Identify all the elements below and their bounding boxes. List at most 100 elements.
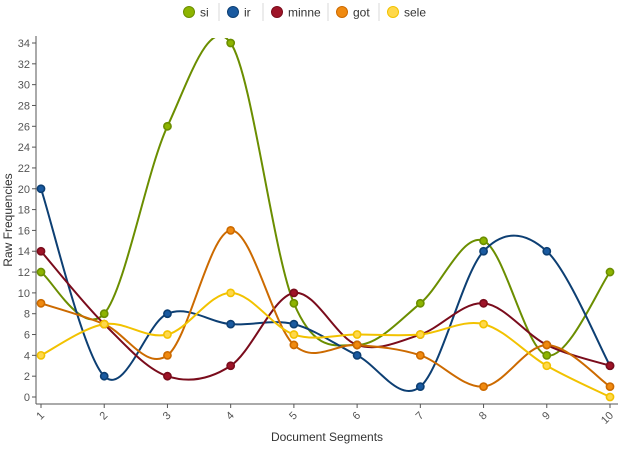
y-tick-label: 28 xyxy=(18,100,30,112)
data-point-minne[interactable] xyxy=(163,371,172,381)
legend: si ir minne got sele xyxy=(183,3,427,21)
data-point-si[interactable] xyxy=(99,309,109,319)
data-point-got[interactable] xyxy=(415,350,425,360)
series-line-minne xyxy=(40,250,611,381)
x-tick-label: 10 xyxy=(599,410,616,427)
data-point-si[interactable] xyxy=(163,121,172,131)
data-point-ir[interactable] xyxy=(226,319,236,329)
marker-layer xyxy=(36,38,615,402)
y-tick-label: 0 xyxy=(24,392,30,404)
data-point-si[interactable] xyxy=(542,350,552,360)
x-axis-label: Document Segments xyxy=(271,430,383,444)
data-point-ir[interactable] xyxy=(36,184,46,194)
data-point-sele[interactable] xyxy=(352,330,362,339)
data-point-ir[interactable] xyxy=(415,382,425,391)
legend-item-ir[interactable]: ir xyxy=(227,6,251,20)
data-point-ir[interactable] xyxy=(542,246,552,256)
legend-swatch xyxy=(387,6,399,18)
legend-swatch xyxy=(336,6,348,18)
series-line-si xyxy=(40,38,611,357)
y-tick-label: 22 xyxy=(18,163,30,175)
data-point-got[interactable] xyxy=(479,382,488,391)
x-tick-label: 7 xyxy=(414,410,427,423)
legend-swatch xyxy=(227,6,239,18)
data-point-got[interactable] xyxy=(289,340,299,350)
data-point-si[interactable] xyxy=(226,38,236,48)
legend-swatch xyxy=(271,6,283,18)
x-tick-label: 6 xyxy=(350,410,363,423)
y-tick-label: 10 xyxy=(18,288,30,300)
legend-item-sele[interactable]: sele xyxy=(387,6,427,20)
data-point-got[interactable] xyxy=(605,382,615,391)
data-point-minne[interactable] xyxy=(289,288,299,298)
y-tick-label: 6 xyxy=(24,330,30,342)
data-point-si[interactable] xyxy=(289,298,299,308)
data-point-sele[interactable] xyxy=(542,361,552,371)
data-point-sele[interactable] xyxy=(163,330,172,339)
legend-label: si xyxy=(200,6,209,20)
data-point-minne[interactable] xyxy=(605,361,615,371)
x-tick-label: 5 xyxy=(287,410,300,423)
legend-item-si[interactable]: si xyxy=(183,6,209,20)
legend-label: got xyxy=(353,6,370,20)
data-point-minne[interactable] xyxy=(226,361,236,371)
y-tick-label: 16 xyxy=(18,225,30,237)
legend-item-minne[interactable]: minne xyxy=(271,6,322,20)
data-point-minne[interactable] xyxy=(36,246,46,256)
data-point-got[interactable] xyxy=(542,340,552,350)
data-point-ir[interactable] xyxy=(99,371,109,381)
data-point-sele[interactable] xyxy=(99,319,109,329)
series-line-got xyxy=(40,229,611,388)
data-point-got[interactable] xyxy=(36,298,46,308)
data-point-si[interactable] xyxy=(36,267,46,277)
y-tick-label: 8 xyxy=(24,309,30,321)
data-point-si[interactable] xyxy=(479,236,488,246)
legend-item-got[interactable]: got xyxy=(336,6,371,20)
data-point-sele[interactable] xyxy=(415,330,425,339)
y-tick-label: 2 xyxy=(24,371,30,383)
data-point-sele[interactable] xyxy=(36,350,46,360)
data-point-si[interactable] xyxy=(415,298,425,308)
x-axis: 1 2 3 4 5 6 7 8 9 10 xyxy=(34,403,618,427)
series-line-ir xyxy=(40,188,611,392)
data-point-sele[interactable] xyxy=(226,288,236,298)
data-point-sele[interactable] xyxy=(289,330,299,339)
legend-label: minne xyxy=(288,6,321,20)
data-point-ir[interactable] xyxy=(479,246,488,256)
x-tick-label: 1 xyxy=(34,410,47,423)
series-layer xyxy=(40,38,611,398)
y-axis-label: Raw Frequencies xyxy=(1,173,15,266)
legend-label: sele xyxy=(404,6,426,20)
data-point-got[interactable] xyxy=(226,226,236,235)
x-tick-label: 8 xyxy=(477,410,490,423)
x-tick-label: 3 xyxy=(161,410,174,423)
y-tick-label: 4 xyxy=(24,350,30,362)
legend-label: ir xyxy=(244,6,251,20)
y-tick-label: 20 xyxy=(18,184,30,196)
series-line-sele xyxy=(40,291,611,398)
y-tick-label: 18 xyxy=(18,205,30,217)
data-point-got[interactable] xyxy=(163,350,172,360)
data-point-ir[interactable] xyxy=(163,309,172,319)
y-tick-label: 14 xyxy=(18,246,30,258)
data-point-got[interactable] xyxy=(352,340,362,350)
data-point-ir[interactable] xyxy=(352,350,362,360)
x-tick-label: 9 xyxy=(540,410,553,423)
y-tick-label: 30 xyxy=(18,80,30,92)
y-tick-label: 12 xyxy=(18,267,30,279)
y-tick-label: 24 xyxy=(18,142,30,154)
legend-swatch xyxy=(183,6,195,18)
data-point-ir[interactable] xyxy=(289,319,299,329)
y-tick-label: 34 xyxy=(18,38,30,50)
data-point-sele[interactable] xyxy=(479,319,488,329)
data-point-si[interactable] xyxy=(605,267,615,277)
data-point-minne[interactable] xyxy=(479,298,488,308)
y-tick-label: 32 xyxy=(18,59,30,71)
x-tick-label: 2 xyxy=(98,410,111,423)
x-tick-label: 4 xyxy=(224,410,237,423)
data-point-sele[interactable] xyxy=(605,392,615,402)
y-tick-label: 26 xyxy=(18,121,30,133)
